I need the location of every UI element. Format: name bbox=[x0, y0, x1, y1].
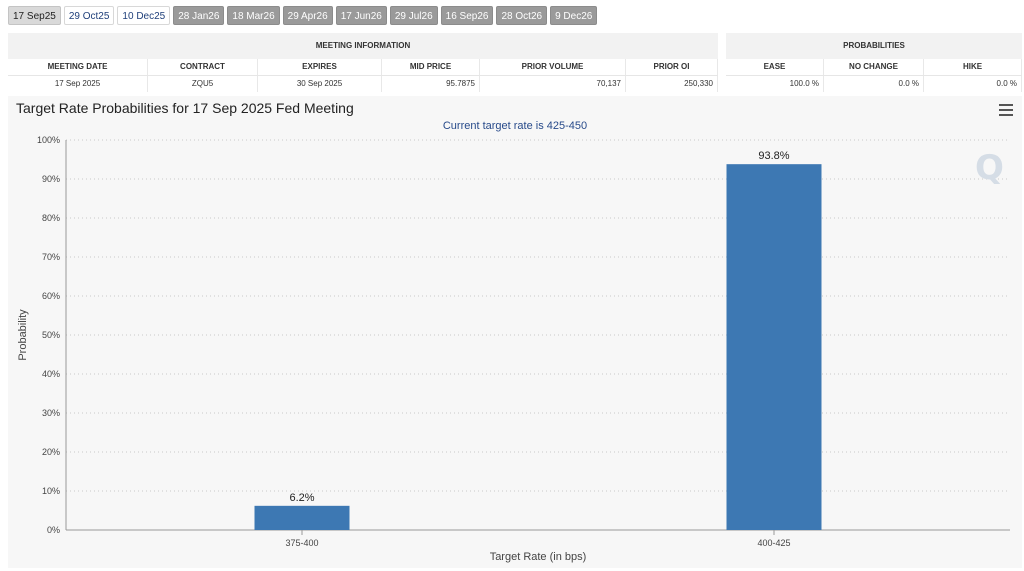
tab-meeting-6[interactable]: 17 Jun26 bbox=[335, 6, 387, 25]
data-label-400-425: 93.8% bbox=[758, 150, 789, 162]
meeting-value-cell-0: 17 Sep 2025 bbox=[8, 76, 148, 92]
tab-meeting-5[interactable]: 29 Apr26 bbox=[282, 6, 333, 25]
y-tick-label-7: 70% bbox=[42, 252, 60, 262]
x-tick-label-400-425: 400-425 bbox=[757, 538, 790, 548]
meeting-header-cell-4: PRIOR VOLUME bbox=[480, 59, 626, 75]
meeting-value-cell-2: 30 Sep 2025 bbox=[258, 76, 382, 92]
probability-value-cell-2: 0.0 % bbox=[924, 76, 1022, 92]
probability-header-cell-2: HIKE bbox=[924, 59, 1022, 75]
y-tick-label-0: 0% bbox=[47, 525, 60, 535]
bar-chart: 0% 10% 20% 30% 40% 50% 60% 70% 80% 90% 100% 6.2% 375… bbox=[17, 135, 1010, 563]
meeting-information-value-row: 17 Sep 2025 ZQU5 30 Sep 2025 95.7875 70,137 2… bbox=[8, 75, 718, 92]
tab-meeting-8[interactable]: 16 Sep26 bbox=[440, 6, 494, 25]
probability-header-cell-1: NO CHANGE bbox=[824, 59, 924, 75]
data-label-375-400: 6.2% bbox=[289, 492, 314, 504]
probabilities-header-row: EASE NO CHANGE HIKE bbox=[726, 59, 1022, 75]
meeting-value-cell-1: ZQU5 bbox=[148, 76, 258, 92]
meeting-tabs: 17 Sep25 29 Oct25 10 Dec25 28 Jan26 18 Mar26… bbox=[8, 6, 598, 25]
y-axis-title: Probability bbox=[17, 309, 29, 361]
tab-meeting-1[interactable]: 29 Oct25 bbox=[63, 6, 115, 25]
meeting-information-title: MEETING INFORMATION bbox=[315, 41, 411, 50]
meeting-information-header-row: MEETING DATE CONTRACT EXPIRES MID PRICE PRIO… bbox=[8, 59, 718, 75]
watermark-logo: Q bbox=[975, 148, 1004, 188]
y-tick-label-8: 80% bbox=[42, 213, 60, 223]
meeting-header-cell-3: MID PRICE bbox=[382, 59, 480, 75]
y-tick-label-4: 40% bbox=[42, 369, 60, 379]
chart-subtitle: Current target rate is 425-450 bbox=[442, 120, 588, 132]
tab-meeting-7[interactable]: 29 Jul26 bbox=[389, 6, 438, 25]
meeting-information-table: MEETING INFORMATION MEETING DATE CONTRACT… bbox=[8, 33, 718, 92]
x-tick-label-375-400: 375-400 bbox=[285, 538, 318, 548]
bar-375-400 bbox=[254, 505, 350, 530]
y-tick-label-10: 100% bbox=[37, 135, 60, 145]
y-tick-label-5: 50% bbox=[42, 330, 60, 340]
chart-panel: 0% 10% 20% 30% 40% 50% 60% 70% 80% 90% 100% 6.2% 375… bbox=[8, 96, 1022, 568]
tab-meeting-2[interactable]: 10 Dec25 bbox=[117, 6, 171, 25]
hamburger-menu-icon[interactable] bbox=[999, 104, 1013, 116]
y-tick-label-1: 10% bbox=[42, 486, 60, 496]
probabilities-value-row: 100.0 % 0.0 % 0.0 % bbox=[726, 75, 1022, 92]
chart-title: Target Rate Probabilities for 17 Sep 202… bbox=[16, 100, 354, 116]
y-tick-label-3: 30% bbox=[42, 408, 60, 418]
tab-meeting-0[interactable]: 17 Sep25 bbox=[8, 6, 61, 25]
probability-value-cell-1: 0.0 % bbox=[824, 76, 924, 92]
y-tick-label-9: 90% bbox=[42, 174, 60, 184]
y-tick-label-6: 60% bbox=[42, 291, 60, 301]
info-tables: MEETING INFORMATION MEETING DATE CONTRACT… bbox=[8, 33, 1022, 93]
tab-meeting-10[interactable]: 9 Dec26 bbox=[550, 6, 598, 25]
meeting-header-cell-0: MEETING DATE bbox=[8, 59, 148, 75]
meeting-header-cell-2: EXPIRES bbox=[258, 59, 382, 75]
meeting-value-cell-4: 70,137 bbox=[480, 76, 626, 92]
x-axis-title: Target Rate (in bps) bbox=[490, 551, 587, 563]
meeting-value-cell-3: 95.7875 bbox=[382, 76, 480, 92]
meeting-value-cell-5: 250,330 bbox=[626, 76, 718, 92]
meeting-header-cell-5: PRIOR OI bbox=[626, 59, 718, 75]
probabilities-table: PROBABILITIES EASE NO CHANGE HIKE 100.0 % 0… bbox=[726, 33, 1022, 92]
tab-meeting-3[interactable]: 28 Jan26 bbox=[173, 6, 225, 25]
probability-header-cell-0: EASE bbox=[726, 59, 824, 75]
tab-meeting-4[interactable]: 18 Mar26 bbox=[227, 6, 280, 25]
tab-meeting-9[interactable]: 28 Oct26 bbox=[496, 6, 548, 25]
probability-value-cell-0: 100.0 % bbox=[726, 76, 824, 92]
meeting-header-cell-1: CONTRACT bbox=[148, 59, 258, 75]
y-tick-label-2: 20% bbox=[42, 447, 60, 457]
probabilities-title: PROBABILITIES bbox=[843, 41, 905, 50]
bar-400-425 bbox=[726, 164, 822, 530]
